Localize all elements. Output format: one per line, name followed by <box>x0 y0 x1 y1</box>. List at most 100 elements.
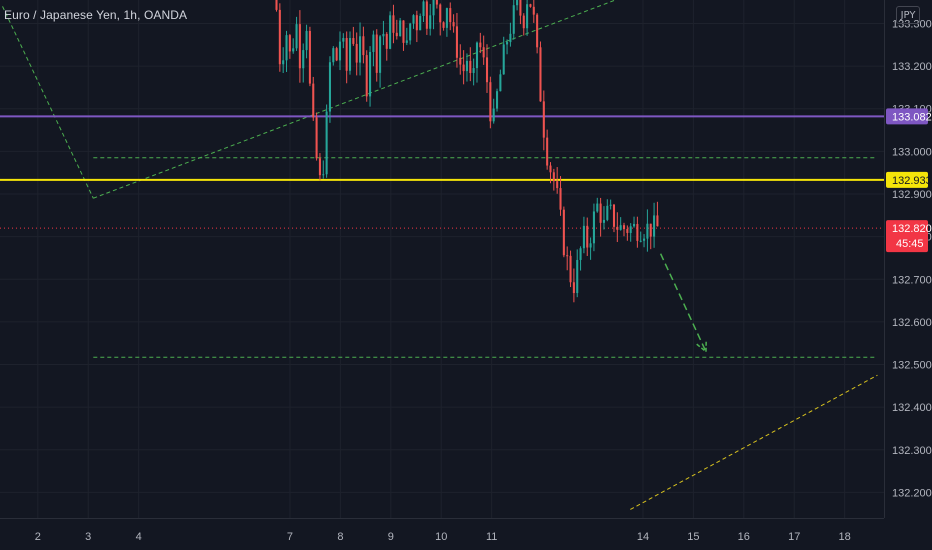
candle-body <box>455 26 458 58</box>
candle-body <box>415 15 418 31</box>
price-tick-label: 133.300 <box>892 18 932 30</box>
yellow-ascending-trendline[interactable] <box>630 374 878 510</box>
candle-body <box>352 38 355 44</box>
candle-body <box>308 30 311 84</box>
candle-body <box>318 158 321 176</box>
candle-body <box>539 47 542 102</box>
yellow-level-label: 132.933 <box>892 175 932 187</box>
candle-body <box>282 60 285 65</box>
candle-body <box>569 255 572 283</box>
time-axis[interactable]: 2 3 4 7 8 9 10 11 14 15 16 17 18 <box>0 518 932 550</box>
candle-body <box>422 1 425 16</box>
candle-body <box>342 38 345 42</box>
symbol-title[interactable]: Euro / Japanese Yen, 1h, OANDA <box>4 8 188 22</box>
candle-body <box>619 225 622 230</box>
green-descending-trendline[interactable] <box>2 6 94 199</box>
candle-body <box>412 15 415 24</box>
candle-body <box>399 20 402 37</box>
purple-level-tag[interactable] <box>886 108 928 125</box>
candle-body <box>355 43 358 63</box>
candle-body <box>425 1 428 29</box>
candle-body <box>322 174 325 176</box>
green-ascending-trendline[interactable] <box>93 0 688 199</box>
purple-level-label: 133.082 <box>892 111 932 123</box>
candle-body <box>512 5 515 34</box>
candle-body <box>609 204 612 206</box>
candle-body <box>369 51 372 97</box>
candle-body <box>372 34 375 52</box>
candle-body <box>432 0 435 16</box>
candle-body <box>489 82 492 122</box>
candle-body <box>465 60 468 72</box>
candle-body <box>462 64 465 72</box>
candle-body <box>345 38 348 71</box>
candle-body <box>362 36 365 56</box>
candle-body <box>338 41 342 61</box>
projection-arrow[interactable] <box>659 253 707 353</box>
candle-body <box>526 4 529 29</box>
candle-body <box>519 0 522 16</box>
candle-body <box>278 9 281 65</box>
price-axis[interactable]: 133.300133.200133.100133.000132.900132.8… <box>884 0 932 550</box>
candles <box>275 0 659 303</box>
price-tick-label: 132.400 <box>892 402 932 414</box>
price-tick-label: 133.200 <box>892 61 932 73</box>
time-tick-label: 18 <box>839 531 851 543</box>
candle-body <box>582 225 585 249</box>
candle-body <box>429 15 432 29</box>
candle-body <box>602 219 605 223</box>
candle-body <box>435 0 438 5</box>
candle-body <box>442 22 445 28</box>
price-tick-label: 132.300 <box>892 445 932 457</box>
candle-body <box>646 223 649 239</box>
candle-body <box>636 223 639 241</box>
candle-body <box>639 240 642 242</box>
candle-body <box>469 60 472 73</box>
candle-body <box>419 15 422 31</box>
candle-body <box>616 226 619 230</box>
candle-body <box>556 181 559 189</box>
candle-body <box>579 248 582 260</box>
current-price-label: 132.820 <box>892 223 932 235</box>
yellow-level-tag[interactable] <box>886 171 928 188</box>
candle-body <box>482 47 485 58</box>
candle-body <box>439 4 442 23</box>
candle-body <box>449 8 452 23</box>
projection-arrow-head[interactable] <box>696 339 707 354</box>
candle-body <box>599 203 602 223</box>
drawings[interactable] <box>0 0 884 510</box>
candle-body <box>592 211 595 244</box>
candle-body <box>516 0 519 6</box>
candle-body <box>328 62 332 112</box>
time-tick-label: 15 <box>687 531 699 543</box>
candle-body <box>495 91 499 109</box>
candle-body <box>656 215 659 227</box>
currency-button[interactable]: JPY <box>896 6 920 24</box>
candle-body <box>576 259 579 294</box>
candle-body <box>298 24 301 69</box>
candle-body <box>395 32 398 37</box>
candle-body <box>566 255 569 257</box>
candle-body <box>305 30 308 51</box>
candle-body <box>586 225 589 248</box>
candle-body <box>335 48 338 61</box>
candle-body <box>452 22 455 27</box>
candle-body <box>572 282 575 294</box>
candle-body <box>389 15 392 49</box>
candle-body <box>332 48 335 63</box>
candle-body <box>292 48 295 52</box>
candle-body <box>402 20 405 43</box>
candle-body <box>445 8 448 28</box>
candle-body <box>522 15 525 29</box>
candle-body <box>629 226 632 233</box>
candle-body <box>562 209 565 256</box>
candle-body <box>506 42 509 45</box>
price-tick-label: 132.500 <box>892 360 932 372</box>
candle-body <box>532 6 535 15</box>
candle-body <box>459 57 462 65</box>
current-price-tag[interactable] <box>886 220 928 253</box>
